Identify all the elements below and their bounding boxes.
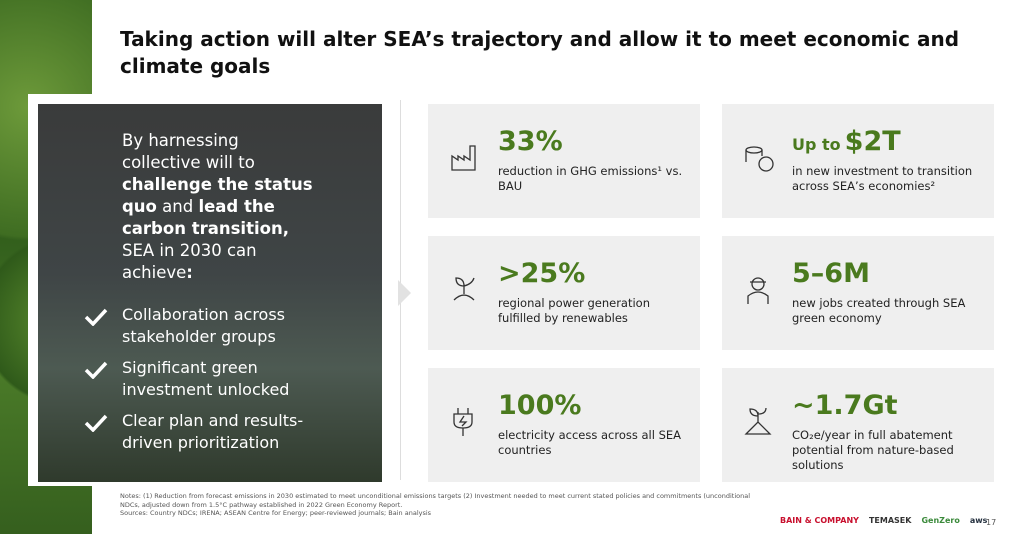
stat-value: ~1.7Gt: [792, 390, 898, 421]
intro-segment: By harnessing collective will to: [122, 131, 255, 172]
logo: BAIN & COMPANY: [780, 516, 859, 525]
title: Taking action will alter SEA’s trajector…: [120, 27, 960, 78]
intro-segment: challenge the status quo: [122, 175, 313, 216]
check-icon: [84, 414, 108, 432]
intro-segment: SEA in 2030 can achieve: [122, 241, 257, 282]
stat-description: regional power generation fulfilled by r…: [498, 296, 651, 325]
page-number: 17: [986, 518, 997, 527]
sources: Sources: Country NDCs; IRENA; ASEAN Cent…: [120, 509, 432, 517]
card-icon: [451, 145, 476, 171]
logo: TEMASEK: [868, 516, 912, 525]
check-icon: [84, 308, 108, 326]
stat-description: CO₂e/year in full abatement potential fr…: [792, 428, 954, 472]
stat-description: electricity access across all SEA countr…: [498, 428, 682, 457]
notes-text: Notes: (1) Reduction from forecast emiss…: [120, 492, 751, 509]
stat-card: 33% reduction in GHG emissions¹ vs. BAU: [428, 104, 700, 218]
card-icon: [747, 277, 769, 304]
stat-value: 5–6M: [792, 258, 870, 289]
check-icon: [84, 361, 108, 379]
check-item: Significant green investment unlocked: [84, 357, 322, 401]
stat: 5–6M: [792, 258, 870, 289]
stat: 33%: [498, 126, 563, 157]
stat: ~1.7Gt: [792, 390, 898, 421]
stat-card: 100% electricity access across all SEA co…: [428, 368, 700, 482]
card-icon: [745, 146, 774, 172]
logos: BAIN & COMPANY TEMASEK GenZero aws: [780, 516, 987, 525]
stat: Up to $2T: [792, 126, 901, 157]
intro-segment: :: [186, 263, 193, 282]
logo: GenZero: [921, 516, 960, 525]
card-icon: [453, 277, 475, 301]
intro: By harnessing collective will to challen…: [122, 130, 322, 284]
logo: aws: [969, 516, 988, 525]
stat-value: $2T: [844, 126, 901, 157]
intro-segment: and: [156, 197, 199, 216]
chevron: [398, 280, 411, 306]
stat: 100%: [498, 390, 581, 421]
notes: Notes: (1) Reduction from forecast emiss…: [120, 492, 760, 518]
stat-card: Up to $2T in new investment to transition …: [722, 104, 994, 218]
checklist: Collaboration across stakeholder groups S…: [84, 304, 382, 454]
stat-description: reduction in GHG emissions¹ vs. BAU: [498, 164, 683, 193]
intro-segment: lead the carbon transition,: [122, 197, 289, 238]
stat-value: 33%: [498, 126, 563, 157]
stat-value: 100%: [498, 390, 582, 421]
stat-value: >25%: [498, 258, 586, 289]
check-item: Collaboration across stakeholder groups: [84, 304, 322, 348]
stat-card: ~1.7Gt CO₂e/year in full abatement potent…: [722, 368, 994, 482]
card-icon: [453, 408, 473, 436]
stat-description: new jobs created through SEA green econo…: [792, 296, 966, 325]
stat-description: in new investment to transition across S…: [792, 164, 973, 193]
stat: >25%: [498, 258, 585, 289]
panel: By harnessing collective will to challen…: [38, 104, 382, 482]
card-icon: [744, 407, 772, 435]
stat-card: >25% regional power generation fulfilled …: [428, 236, 700, 350]
check-item: Clear plan and results-driven prioritiza…: [84, 410, 322, 454]
stat-card: 5–6M new jobs created through SEA green e…: [722, 236, 994, 350]
stat-prefix: Up to: [792, 135, 841, 154]
